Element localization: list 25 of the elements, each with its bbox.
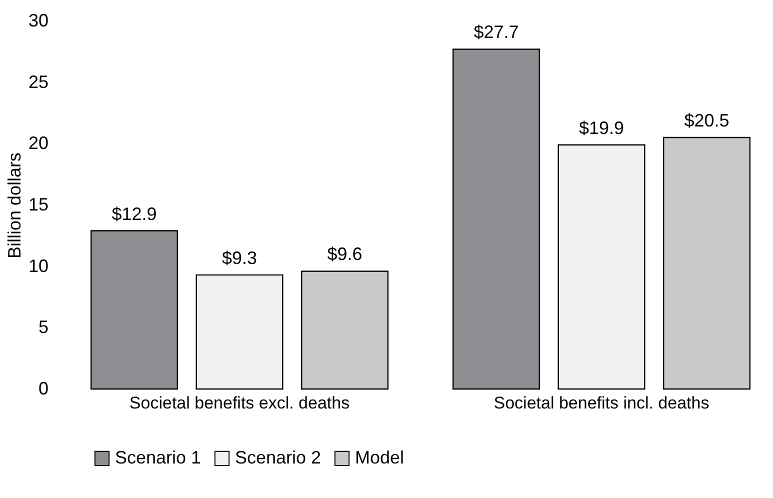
bar: [90, 230, 178, 390]
y-axis-title: Billion dollars: [4, 152, 24, 259]
legend-label: Scenario 2: [235, 447, 322, 468]
legend-label: Model: [355, 447, 404, 468]
x-tick-label: Societal benefits incl. deaths: [494, 394, 710, 412]
bar: [196, 274, 284, 390]
y-tick-label: 10: [28, 256, 48, 276]
bar: [662, 136, 750, 390]
bar: [558, 144, 646, 390]
y-tick-label: 20: [28, 133, 48, 154]
data-label: $9.3: [222, 248, 258, 268]
y-tick-label: 30: [28, 10, 48, 30]
data-label: $20.5: [684, 110, 730, 131]
data-label: $12.9: [112, 204, 157, 224]
bar: [301, 270, 389, 390]
bar: [452, 48, 540, 390]
y-tick-label: 25: [28, 72, 48, 92]
legend-label: Scenario 1: [115, 447, 202, 468]
y-tick-label: 5: [38, 317, 48, 338]
y-tick-label: 15: [28, 194, 48, 214]
y-tick-label: 0: [38, 378, 48, 398]
x-tick-label: Societal benefits excl. deaths: [129, 394, 350, 412]
data-label: $9.6: [327, 244, 362, 264]
data-label: $19.9: [578, 118, 624, 138]
data-label: $27.7: [474, 22, 519, 42]
